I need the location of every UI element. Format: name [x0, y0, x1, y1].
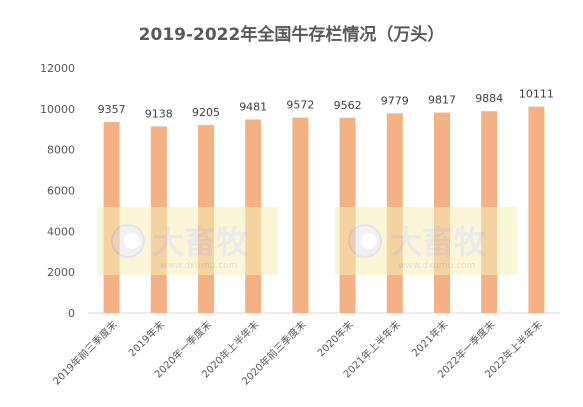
data-label: 9817	[428, 94, 456, 107]
data-label: 9357	[98, 103, 126, 116]
data-label: 9481	[239, 100, 267, 113]
x-tick-label: 2021年末	[409, 318, 450, 359]
data-label: 9572	[286, 99, 314, 112]
chart-title: 2019-2022年全国牛存栏情况（万头）	[138, 25, 445, 45]
x-axis-labels: 2019年前三季度末 2019年末2020年一季度末2020年上半年末2020年前…	[50, 318, 544, 388]
x-tick-label: 2019年末	[126, 318, 167, 359]
data-label: 9884	[475, 92, 503, 105]
watermark-brand: 大畜牧	[152, 223, 249, 261]
bar	[292, 117, 309, 314]
y-tick-label: 0	[68, 307, 75, 320]
watermark: 大畜牧 www.dxumu.com	[98, 207, 278, 275]
data-label: 9205	[192, 106, 220, 119]
y-tick-label: 8000	[47, 144, 75, 157]
bar	[528, 106, 545, 314]
watermark-domain: www.dxumu.com	[160, 261, 237, 271]
data-labels: 9357 9138 9205 9481 9572 9562 9779 9817 9884 1011…	[98, 88, 554, 121]
x-tick-label: 2019年前三季度末	[50, 318, 120, 388]
watermark-domain: www.dxumu.com	[398, 261, 475, 271]
y-tick-label: 6000	[47, 185, 75, 198]
data-label: 10111	[519, 88, 554, 101]
data-label: 9779	[381, 94, 409, 107]
watermark: 大畜牧 www.dxumu.com	[335, 207, 517, 275]
y-tick-label: 2000	[47, 266, 75, 279]
y-tick-label: 12000	[40, 62, 75, 75]
data-label: 9138	[145, 107, 173, 120]
data-label: 9562	[334, 99, 362, 112]
x-tick-label: 2020年末	[314, 318, 355, 359]
y-axis-ticks: 0 2000 4000 6000 8000 10000 12000	[40, 62, 75, 320]
y-tick-label: 4000	[47, 225, 75, 238]
watermark-brand: 大畜牧	[390, 223, 487, 261]
y-tick-label: 10000	[40, 103, 75, 116]
